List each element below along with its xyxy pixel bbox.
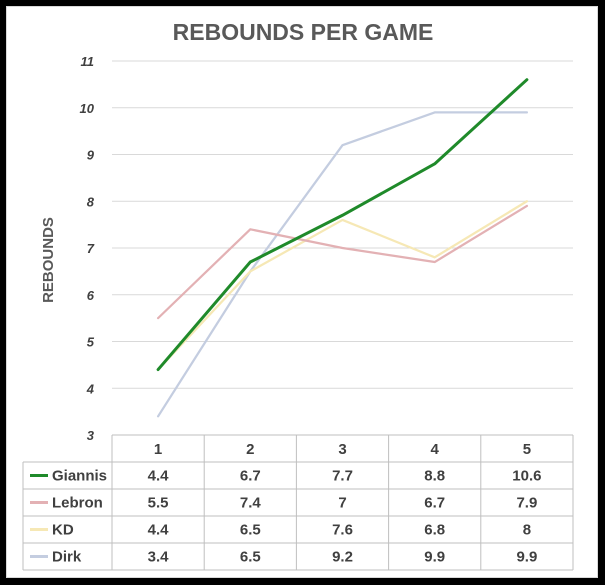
legend-label: KD xyxy=(52,522,74,539)
data-label: 7.7 xyxy=(332,468,353,485)
data-label: 9.9 xyxy=(516,549,537,566)
y-tick-label: 11 xyxy=(81,54,95,69)
data-label: 3.4 xyxy=(148,549,170,566)
y-tick-label: 6 xyxy=(87,288,95,303)
y-tick-label: 7 xyxy=(87,241,95,256)
x-tick-label: 5 xyxy=(523,441,531,458)
data-label: 7.9 xyxy=(516,495,537,512)
data-label: 6.7 xyxy=(424,495,445,512)
data-label: 9.2 xyxy=(332,549,353,566)
x-tick-label: 1 xyxy=(154,441,162,458)
data-label: 6.5 xyxy=(240,522,261,539)
data-label: 6.5 xyxy=(240,549,261,566)
data-label: 6.7 xyxy=(240,468,261,485)
data-label: 5.5 xyxy=(148,495,169,512)
chart-frame xyxy=(6,6,598,578)
legend-label: Lebron xyxy=(52,495,103,512)
y-tick-label: 10 xyxy=(80,101,95,116)
data-label: 4.4 xyxy=(148,522,170,539)
chart-title: REBOUNDS PER GAME xyxy=(173,19,434,45)
y-tick-labels: 3 4 5 6 7 8 9 10 11 xyxy=(80,54,95,443)
series-line-giannis xyxy=(156,78,529,372)
data-label: 10.6 xyxy=(512,468,541,485)
y-tick-label: 8 xyxy=(87,194,95,209)
legend-label: Dirk xyxy=(52,549,82,566)
y-axis-label: REBOUNDS xyxy=(40,217,57,303)
x-tick-label: 2 xyxy=(246,441,254,458)
series-lines xyxy=(156,78,529,418)
x-tick-label: 3 xyxy=(338,441,346,458)
y-tick-label: 3 xyxy=(87,428,95,443)
data-label: 7 xyxy=(338,495,346,512)
y-tick-label: 9 xyxy=(87,148,95,163)
gridlines xyxy=(112,60,573,389)
legend-label: Giannis xyxy=(52,468,107,485)
y-tick-label: 4 xyxy=(86,381,95,396)
data-label: 4.4 xyxy=(148,468,170,485)
x-tick-label: 4 xyxy=(431,441,440,458)
series-line-dirk xyxy=(156,111,529,418)
data-label: 8.8 xyxy=(424,468,445,485)
series-line-kd xyxy=(156,200,529,371)
series-line-lebron xyxy=(156,204,529,320)
data-label: 7.6 xyxy=(332,522,353,539)
data-label: 6.8 xyxy=(424,522,445,539)
y-tick-label: 5 xyxy=(87,335,95,350)
data-label: 7.4 xyxy=(240,495,262,512)
data-label: 8 xyxy=(523,522,531,539)
data-label: 9.9 xyxy=(424,549,445,566)
data-table: 1 2 3 4 5 Giannis 4.4 6.7 7.7 8.8 10.6 Lebron 5.5 7.4… xyxy=(22,434,574,571)
